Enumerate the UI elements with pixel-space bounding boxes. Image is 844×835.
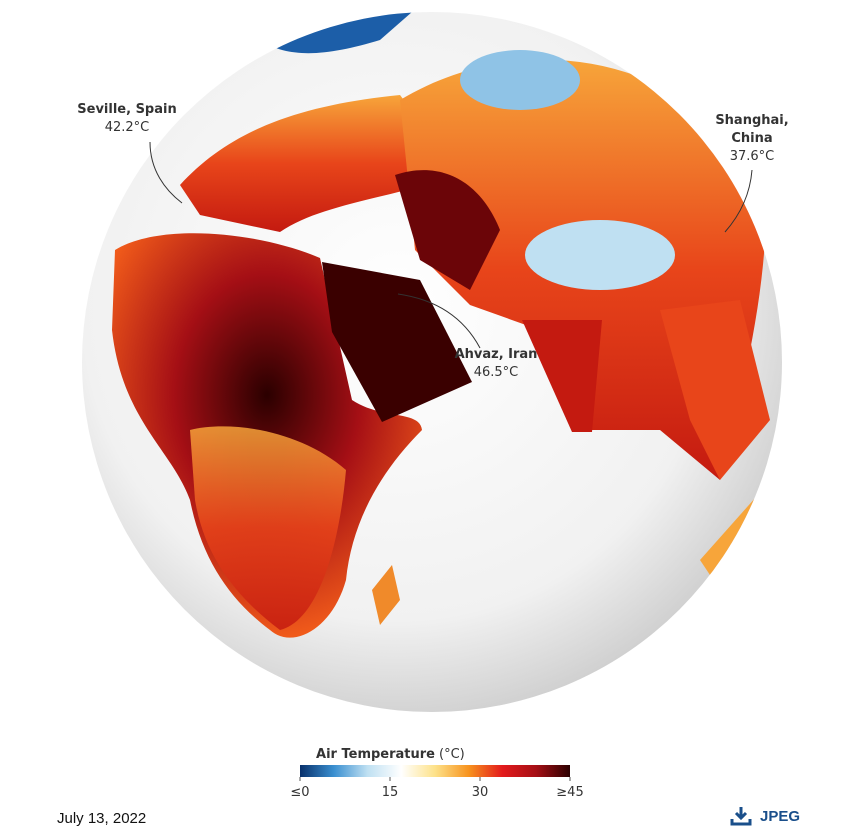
city-temperature: 42.2°C [105,120,150,135]
leader-line [149,141,183,204]
city-name: Seville, Spain [77,102,176,117]
colorbar-unit: (°C) [439,747,465,762]
colorbar-title: Air Temperature [316,747,435,762]
colorbar: Air Temperature (°C) ≤0 15 30 ≥45 [290,747,583,800]
map: Seville, Spain 42.2°C Ahvaz, Iran 46.5°C Sha… [77,12,789,800]
city-temperature: 37.6°C [730,149,775,164]
city-name: China [731,131,772,146]
leader-line [724,169,753,233]
colorbar-tick-label: ≥45 [556,785,583,800]
download-link[interactable]: JPEG [730,806,800,826]
colorbar-tick-label: ≤0 [290,785,309,800]
leader-lines [149,141,753,349]
colorbar-tick-label: 30 [472,785,489,800]
leader-line [397,293,481,349]
annotations: Seville, Spain 42.2°C Ahvaz, Iran 46.5°C Sha… [77,102,788,380]
colorbar-title-text: Air Temperature [316,747,435,762]
city-name: Ahvaz, Iran [455,347,538,362]
download-text: JPEG [760,807,801,825]
download-icon [730,807,752,826]
colorbar-bar [300,765,570,777]
colorbar-tick-label: 15 [382,785,399,800]
city-name: Shanghai, [715,113,788,128]
city-temperature: 46.5°C [474,365,519,380]
date: July 13, 2022 [57,810,147,827]
